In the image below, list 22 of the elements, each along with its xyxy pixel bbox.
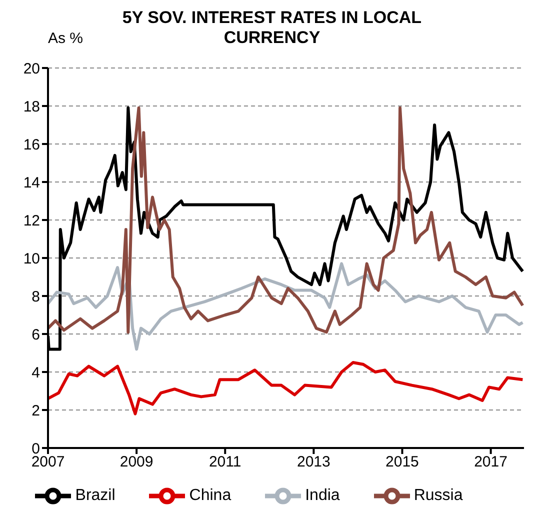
line-series [48,361,524,416]
y-axis-title: As % [48,30,84,47]
y-tick-label: 18 [23,98,40,116]
y-tick-label: 14 [23,174,40,192]
x-tick-label: 2015 [386,454,419,471]
x-tick-label: 2013 [296,454,330,471]
y-tick-label: 6 [32,326,40,344]
legend-label: Brazil [75,487,116,504]
legend-label: Russia [414,487,463,504]
y-tick-label: 10 [23,250,40,268]
y-tick-label: 8 [32,288,40,306]
y-tick-label: 12 [23,212,40,230]
y-tick-label: 16 [23,136,40,154]
y-tick-label: 2 [32,402,40,420]
y-tick-label: 20 [23,60,40,78]
x-tick-label: 2009 [120,454,154,471]
legend-label: India [305,487,340,504]
x-tick-label: 2011 [208,454,242,471]
y-tick-label: 4 [32,364,40,382]
x-tick-label: 2017 [474,454,508,471]
chart-title: 5Y SOV. INTEREST RATES IN LOCAL CURRENCY [122,8,422,47]
legend-label: China [189,487,232,504]
